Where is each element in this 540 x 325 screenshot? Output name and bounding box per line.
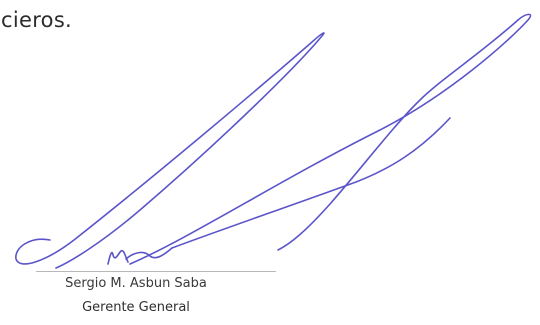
signer-title: Gerente General <box>82 300 190 315</box>
signature-line <box>36 271 276 272</box>
signer-name: Sergio M. Asbun Saba <box>65 276 207 291</box>
body-text-fragment: cieros. <box>1 8 73 32</box>
